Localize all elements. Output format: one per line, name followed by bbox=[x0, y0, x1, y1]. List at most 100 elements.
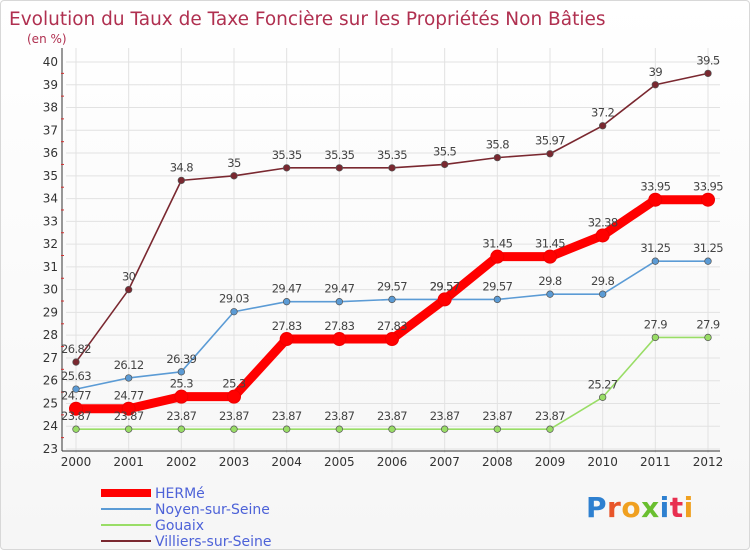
data-label: 35.35 bbox=[377, 148, 407, 162]
data-point bbox=[121, 401, 136, 416]
x-tick-label: 2010 bbox=[587, 455, 618, 469]
y-tick-label: 36 bbox=[43, 146, 58, 160]
data-point bbox=[388, 164, 396, 172]
data-label: 27.9 bbox=[696, 317, 719, 331]
x-tick-label: 2001 bbox=[113, 455, 144, 469]
data-label: 31.25 bbox=[640, 241, 670, 255]
data-label: 27.83 bbox=[272, 319, 302, 333]
data-point bbox=[230, 425, 238, 433]
data-label: 24.77 bbox=[114, 389, 144, 403]
data-point bbox=[335, 298, 343, 306]
data-point bbox=[701, 192, 715, 207]
data-point bbox=[177, 368, 185, 376]
data-label: 23.87 bbox=[430, 409, 460, 423]
data-point bbox=[546, 150, 554, 158]
data-point bbox=[125, 285, 133, 294]
y-tick-label: 30 bbox=[43, 283, 58, 297]
y-tick-label: 32 bbox=[43, 237, 58, 251]
legend-label: Villiers-sur-Seine bbox=[155, 534, 272, 550]
y-tick-label: 27 bbox=[43, 351, 58, 365]
data-label: 33.95 bbox=[693, 180, 723, 194]
data-point bbox=[72, 385, 80, 393]
y-tick-label: 39 bbox=[43, 78, 58, 92]
axes: 23 24 25 26 27 28 29 30 31 32 33 34 35 36 37 38 39 40 2000… bbox=[43, 48, 723, 469]
data-point bbox=[174, 389, 189, 404]
chart-subtitle: (en %) bbox=[27, 32, 67, 46]
data-point bbox=[704, 333, 712, 342]
chart-title: Evolution du Taux de Taxe Foncière sur l… bbox=[9, 9, 606, 30]
data-point bbox=[441, 425, 449, 433]
data-label: 26.39 bbox=[166, 352, 196, 366]
grid bbox=[66, 48, 720, 453]
data-label: 35.35 bbox=[272, 148, 302, 162]
y-tick-label: 34 bbox=[43, 192, 58, 206]
data-point bbox=[177, 425, 185, 433]
y-tick-label: 26 bbox=[43, 374, 58, 388]
data-label: 29.47 bbox=[272, 282, 302, 296]
data-label: 23.87 bbox=[166, 409, 196, 423]
data-label: 25.63 bbox=[61, 369, 91, 383]
data-point bbox=[546, 425, 554, 433]
data-label: 29.57 bbox=[430, 279, 460, 293]
data-label: 23.87 bbox=[482, 409, 512, 423]
data-point bbox=[230, 172, 238, 180]
data-point bbox=[648, 192, 663, 207]
data-point bbox=[332, 332, 347, 347]
data-label: 26.82 bbox=[61, 342, 91, 356]
data-label: 26.12 bbox=[114, 358, 144, 372]
data-point bbox=[493, 153, 501, 162]
data-point bbox=[69, 401, 83, 416]
data-point bbox=[388, 425, 396, 433]
data-label: 29.8 bbox=[538, 274, 561, 288]
data-point bbox=[493, 425, 501, 433]
logo-letter: t bbox=[669, 491, 684, 524]
data-label: 35.35 bbox=[324, 148, 354, 162]
legend-label: Gouaix bbox=[155, 518, 204, 534]
data-label: 27.83 bbox=[377, 319, 407, 333]
x-tick-label: 2011 bbox=[640, 455, 671, 469]
data-label: 23.87 bbox=[61, 409, 91, 423]
data-point bbox=[177, 176, 185, 185]
data-point bbox=[388, 295, 396, 304]
y-tick-label: 29 bbox=[43, 305, 58, 319]
data-label: 29.57 bbox=[377, 279, 407, 293]
data-point bbox=[283, 164, 291, 172]
x-tick-label: 2000 bbox=[61, 455, 92, 469]
data-point bbox=[227, 389, 241, 404]
legend: HERMéNoyen-sur-SeineGouaixVilliers-sur-S… bbox=[101, 486, 272, 550]
data-point bbox=[599, 122, 607, 130]
x-tick-label: 2004 bbox=[271, 455, 302, 469]
y-tick-label: 33 bbox=[43, 214, 58, 228]
logo-letter: i bbox=[683, 491, 694, 524]
series-layer bbox=[69, 69, 715, 433]
data-point bbox=[125, 374, 133, 382]
x-tick-label: 2003 bbox=[219, 455, 250, 469]
data-point bbox=[599, 290, 607, 298]
y-tick-label: 37 bbox=[43, 123, 58, 137]
data-point bbox=[335, 164, 343, 172]
legend-label: HERMé bbox=[155, 486, 205, 502]
y-tick-label: 40 bbox=[43, 55, 58, 69]
data-label: 29.57 bbox=[430, 279, 460, 293]
data-label: 35.97 bbox=[535, 134, 565, 148]
x-tick-label: 2008 bbox=[482, 455, 513, 469]
data-point bbox=[72, 358, 80, 366]
data-label: 23.87 bbox=[377, 409, 407, 423]
data-label: 29.8 bbox=[591, 274, 614, 288]
data-label: 23.87 bbox=[324, 409, 354, 423]
data-label: 29.03 bbox=[219, 292, 249, 306]
data-label: 31.45 bbox=[535, 237, 565, 251]
data-label: 39.5 bbox=[696, 53, 719, 67]
data-label: 23.87 bbox=[219, 409, 249, 423]
data-point bbox=[335, 425, 343, 433]
data-point bbox=[283, 298, 291, 306]
x-tick-label: 2002 bbox=[166, 455, 197, 469]
data-point bbox=[599, 393, 607, 401]
data-labels: 26.82 30 34.8 35 35.35 35.35 35.35 35.5 35.8 35.9… bbox=[61, 53, 724, 423]
data-label: 24.77 bbox=[61, 389, 91, 403]
data-label: 29.57 bbox=[482, 279, 512, 293]
y-tick-label: 23 bbox=[43, 442, 58, 456]
legend-label: Noyen-sur-Seine bbox=[155, 502, 270, 518]
